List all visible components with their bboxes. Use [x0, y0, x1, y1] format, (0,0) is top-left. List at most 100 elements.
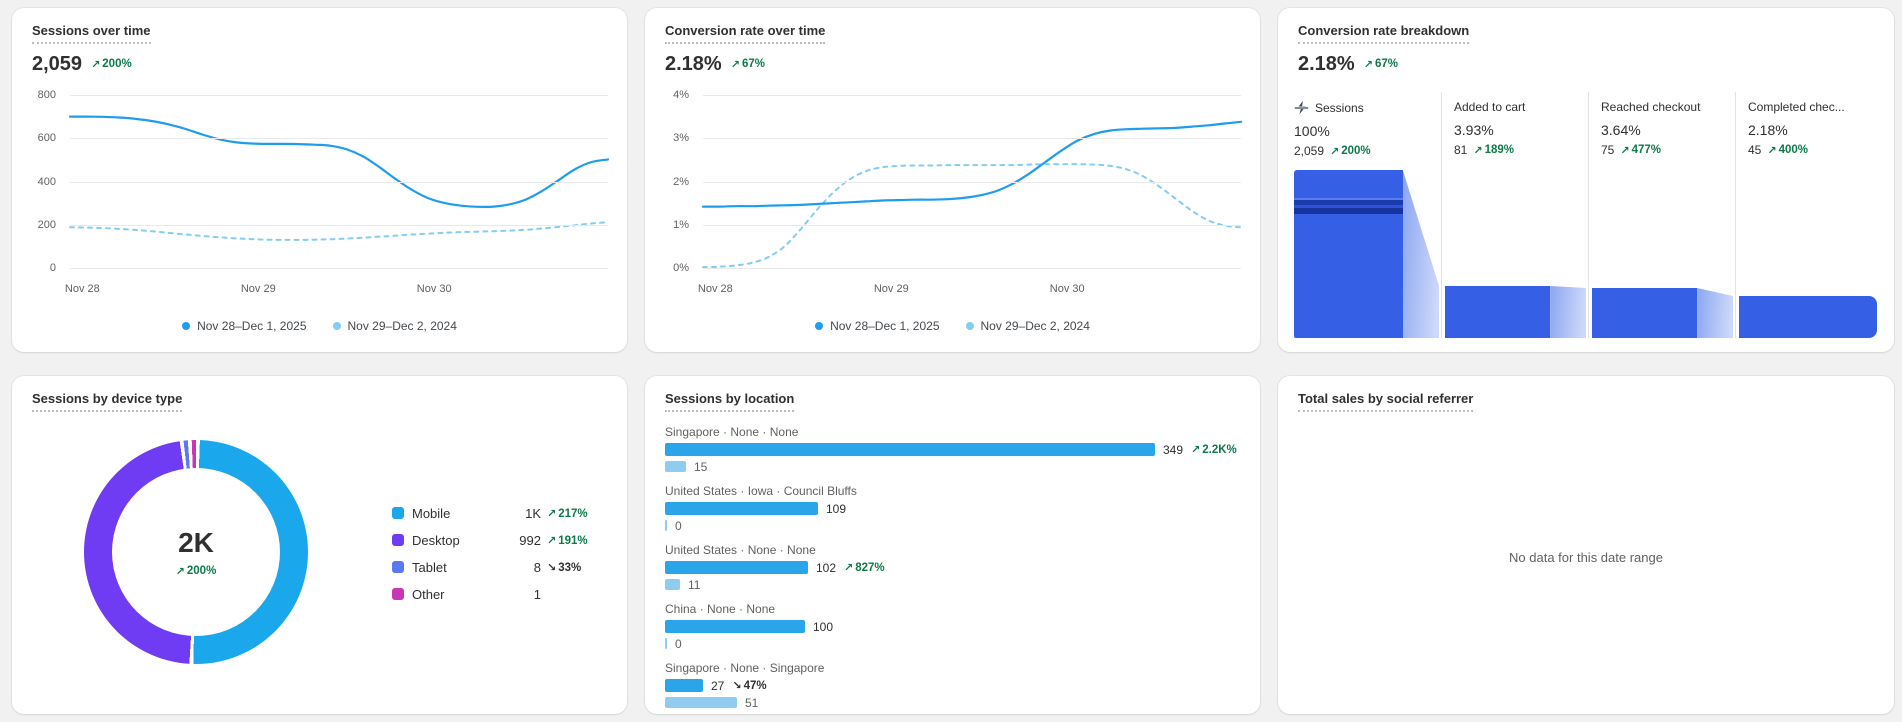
change-value: 827% [855, 561, 885, 574]
current-period-value: 102 [816, 560, 837, 575]
funnel-bar[interactable] [1592, 288, 1698, 338]
device-value: 992 [519, 532, 541, 548]
previous-period-bar[interactable] [665, 520, 667, 532]
device-label: Tablet [412, 559, 447, 575]
card-title-conversion-rate-over-time[interactable]: Conversion rate over time [665, 23, 826, 44]
current-period-row: 27 ↘ 47% [665, 679, 1240, 693]
change-value: 400% [1778, 144, 1808, 156]
device-change: ↗ 217% [547, 504, 597, 522]
previous-period-value: 51 [745, 695, 759, 710]
y-tick-label: 4% [673, 89, 689, 101]
previous-period-row: 0 [665, 637, 1240, 651]
down-arrow-icon: ↘ [732, 679, 742, 693]
device-label: Desktop [412, 532, 460, 548]
grid-line [70, 95, 608, 96]
device-legend-item[interactable]: Other 1 [392, 586, 597, 602]
funnel-slot [1736, 170, 1882, 338]
current-period-bar[interactable] [665, 561, 808, 575]
card-title-sessions-by-device-type[interactable]: Sessions by device type [32, 391, 183, 412]
funnel-step-percent: 2.18% [1748, 122, 1788, 138]
funnel-step-label-text: Completed chec... [1748, 100, 1845, 114]
card-title-conversion-rate-breakdown[interactable]: Conversion rate breakdown [1298, 23, 1470, 44]
device-change: ↗ 191% [547, 531, 597, 549]
funnel-bar[interactable] [1294, 170, 1403, 338]
funnel-bar[interactable] [1739, 296, 1877, 338]
current-period-value: 109 [826, 501, 847, 516]
device-legend-item[interactable]: Mobile 1K ↗ 217% [392, 505, 597, 521]
location-label: Singapore · None · Singapore [665, 660, 825, 675]
funnel-step-count-row: 2,059 ↗ 200% [1294, 144, 1435, 158]
device-value: 8 [533, 559, 541, 575]
device-legend-item[interactable]: Desktop 992 ↗ 191% [392, 532, 597, 548]
legend-swatch-icon [392, 561, 404, 573]
x-tick-label: Nov 30 [1049, 283, 1085, 295]
legend-item[interactable]: Nov 29–Dec 2, 2024 [332, 319, 457, 333]
current-period-bar[interactable] [665, 679, 703, 693]
current-period-bar[interactable] [665, 620, 805, 634]
card-title-total-sales-by-social-referrer[interactable]: Total sales by social referrer [1298, 391, 1474, 412]
up-arrow-icon: ↗ [1191, 443, 1201, 457]
up-arrow-icon: ↗ [547, 534, 557, 547]
funnel-bar[interactable] [1445, 286, 1551, 338]
conversion-line-chart: 4% 3% 2% 1% 0% Nov 28 Nov 29 Nov 30 Nov 28–Dec… [645, 8, 1260, 352]
device-legend: Mobile 1K ↗ 217% Desktop 992 ↗ 191% Tablet 8 ↘ 33% O… [392, 505, 597, 613]
funnel-step-count-row: 45 ↗ 400% [1748, 143, 1876, 157]
chart-legend: Nov 28–Dec 1, 2025 Nov 29–Dec 2, 2024 [645, 319, 1260, 333]
card-sessions-by-device-type: Sessions by device type 2K ↗ 200% Mobile 1… [12, 376, 627, 714]
previous-period-row: 0 [665, 519, 1240, 533]
device-label: Mobile [412, 505, 451, 521]
legend-item[interactable]: Nov 29–Dec 2, 2024 [965, 319, 1090, 333]
previous-period-row: 51 [665, 696, 1240, 710]
funnel-step-1: Sessions 100% 2,059 ↗ 200% [1294, 92, 1441, 338]
device-legend-item[interactable]: Tablet 8 ↘ 33% [392, 559, 597, 575]
funnel-slot [1589, 170, 1735, 338]
previous-period-bar[interactable] [665, 461, 686, 473]
legend-item[interactable]: Nov 28–Dec 1, 2025 [815, 319, 940, 333]
current-period-bar[interactable] [665, 443, 1155, 457]
series-line-current[interactable] [68, 115, 610, 208]
current-period-bar[interactable] [665, 502, 818, 516]
series-line-previous[interactable] [69, 221, 609, 241]
grid-line [703, 138, 1241, 140]
location-label: Singapore · None · None [665, 424, 799, 439]
card-total-sales-by-social-referrer: Total sales by social referrer No data f… [1278, 376, 1894, 714]
funnel-step-header: Added to cart 3.93% 81 ↗ 189% [1442, 92, 1588, 157]
y-tick-label: 200 [37, 218, 56, 231]
funnel-step-label-text: Reached checkout [1601, 100, 1701, 114]
funnel-step-header: Reached checkout 3.64% 75 ↗ 477% [1589, 92, 1735, 157]
legend-label: Nov 28–Dec 1, 2025 [197, 319, 307, 333]
metric-row: 2.18% ↗ 67% [665, 53, 1240, 76]
previous-period-bar[interactable] [665, 638, 667, 650]
funnel-step-header: Sessions 100% 2,059 ↗ 200% [1294, 92, 1441, 158]
change-value: 67% [1374, 58, 1398, 71]
card-sessions-over-time: Sessions over time 2,059 ↗ 200% 800 600 400… [12, 8, 627, 352]
current-period-row: 100 [665, 620, 1240, 634]
change-value: 2.2K% [1202, 443, 1237, 456]
lightning-icon [1294, 100, 1309, 115]
previous-period-bar[interactable] [665, 579, 680, 591]
series-line-current[interactable] [701, 120, 1243, 208]
location-group: Singapore · None · None 349 ↗ 2.2K% 15 [665, 425, 1240, 474]
funnel-connector [1402, 170, 1439, 338]
plot-area[interactable] [701, 95, 1243, 269]
current-period-value: 27 [711, 678, 725, 693]
legend-swatch-icon [392, 507, 404, 519]
location-group: Singapore · None · Singapore 27 ↘ 47% 51 [665, 661, 1240, 710]
change-value: 200% [1341, 145, 1371, 157]
funnel-slot [1294, 170, 1441, 338]
location-group: United States · Iowa · Council Bluffs 109… [665, 484, 1240, 533]
funnel-step-4: Completed chec... 2.18% 45 ↗ 400% [1735, 92, 1882, 338]
card-title-sessions-by-location[interactable]: Sessions by location [665, 391, 795, 412]
change-badge: ↘ 47% [732, 680, 766, 692]
x-axis: Nov 28 Nov 29 Nov 30 [65, 283, 608, 297]
device-donut-chart[interactable]: 2K ↗ 200% [84, 440, 308, 664]
previous-period-bar[interactable] [665, 697, 737, 709]
x-tick-label: Nov 30 [416, 283, 452, 295]
card-title-sessions-over-time[interactable]: Sessions over time [32, 23, 151, 44]
change-badge: ↗ 477% [1620, 144, 1661, 156]
legend-item[interactable]: Nov 28–Dec 1, 2025 [182, 319, 307, 333]
sessions-total-value: 2,059 [32, 52, 83, 75]
legend-label: Nov 29–Dec 2, 2024 [347, 319, 457, 333]
plot-area[interactable] [68, 95, 610, 269]
series-line-previous[interactable] [702, 163, 1242, 269]
